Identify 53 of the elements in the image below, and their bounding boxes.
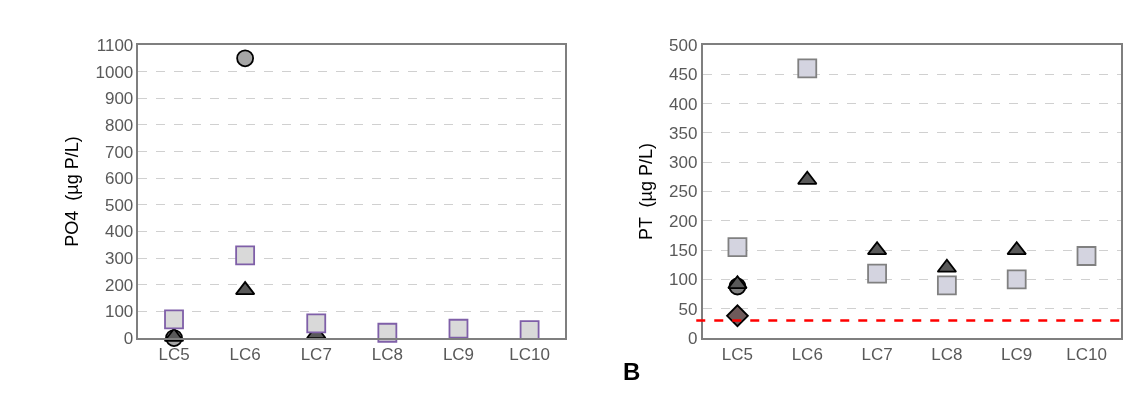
y-tick-label: 300 [104,249,134,269]
x-tick-label: LC10 [1066,345,1107,365]
point [797,170,818,185]
x-tick-label: LC6 [791,345,823,365]
point [1076,246,1097,266]
y-tick-label: 400 [669,94,698,114]
y-tick-label: 100 [669,270,698,290]
point [797,58,818,79]
point [727,275,748,290]
point [1006,241,1027,256]
text: B [623,358,641,385]
y-tick-label: 250 [669,182,698,202]
point [1006,269,1027,290]
y-tick-label: 1100 [96,35,134,55]
x-tick-label: LC7 [300,345,332,365]
y-tick-label: 0 [687,329,698,349]
x-tick-label: LC9 [442,345,475,365]
x-tick-label: LC7 [861,345,893,365]
point [867,263,887,284]
x-tick-label: LC8 [371,345,403,365]
point [377,322,398,343]
y-tick-label: 700 [104,142,134,162]
x-tick-label: LC5 [721,345,754,365]
x-tick-label: LC9 [1001,345,1033,365]
y-tick-label: 600 [104,169,134,189]
point [235,245,256,266]
point [936,275,957,296]
y-tick-label: 50 [678,299,698,319]
y-tick-label: 900 [104,89,134,109]
y-tick-label: 200 [104,275,134,295]
point [164,309,184,330]
point [727,237,748,258]
y-tick-label: 500 [669,35,698,55]
y-tick-label: 500 [104,195,134,215]
point [448,318,469,339]
x-tick-label: LC5 [158,345,190,365]
x-tick-label: LC6 [229,345,261,365]
point [306,313,327,334]
y-tick-label: 800 [104,115,134,135]
y-tick-label: 300 [669,153,698,173]
y-tick-label: 1000 [95,62,134,82]
y-tick-label: 450 [669,65,698,85]
y-axis-title: PT (µg P/L) [635,142,656,241]
x-tick-label: LC10 [509,345,550,365]
x-tick-label: LC8 [931,345,963,365]
y-tick-label: 200 [669,211,698,231]
y-tick-label: 400 [104,222,134,242]
y-tick-label: 0 [123,329,134,349]
y-tick-label: 100 [104,302,134,322]
y-tick-label: 150 [669,241,698,261]
y-axis-title: PO4 (µg P/L) [62,136,83,247]
point [236,49,255,68]
y-tick-label: 350 [669,123,698,143]
